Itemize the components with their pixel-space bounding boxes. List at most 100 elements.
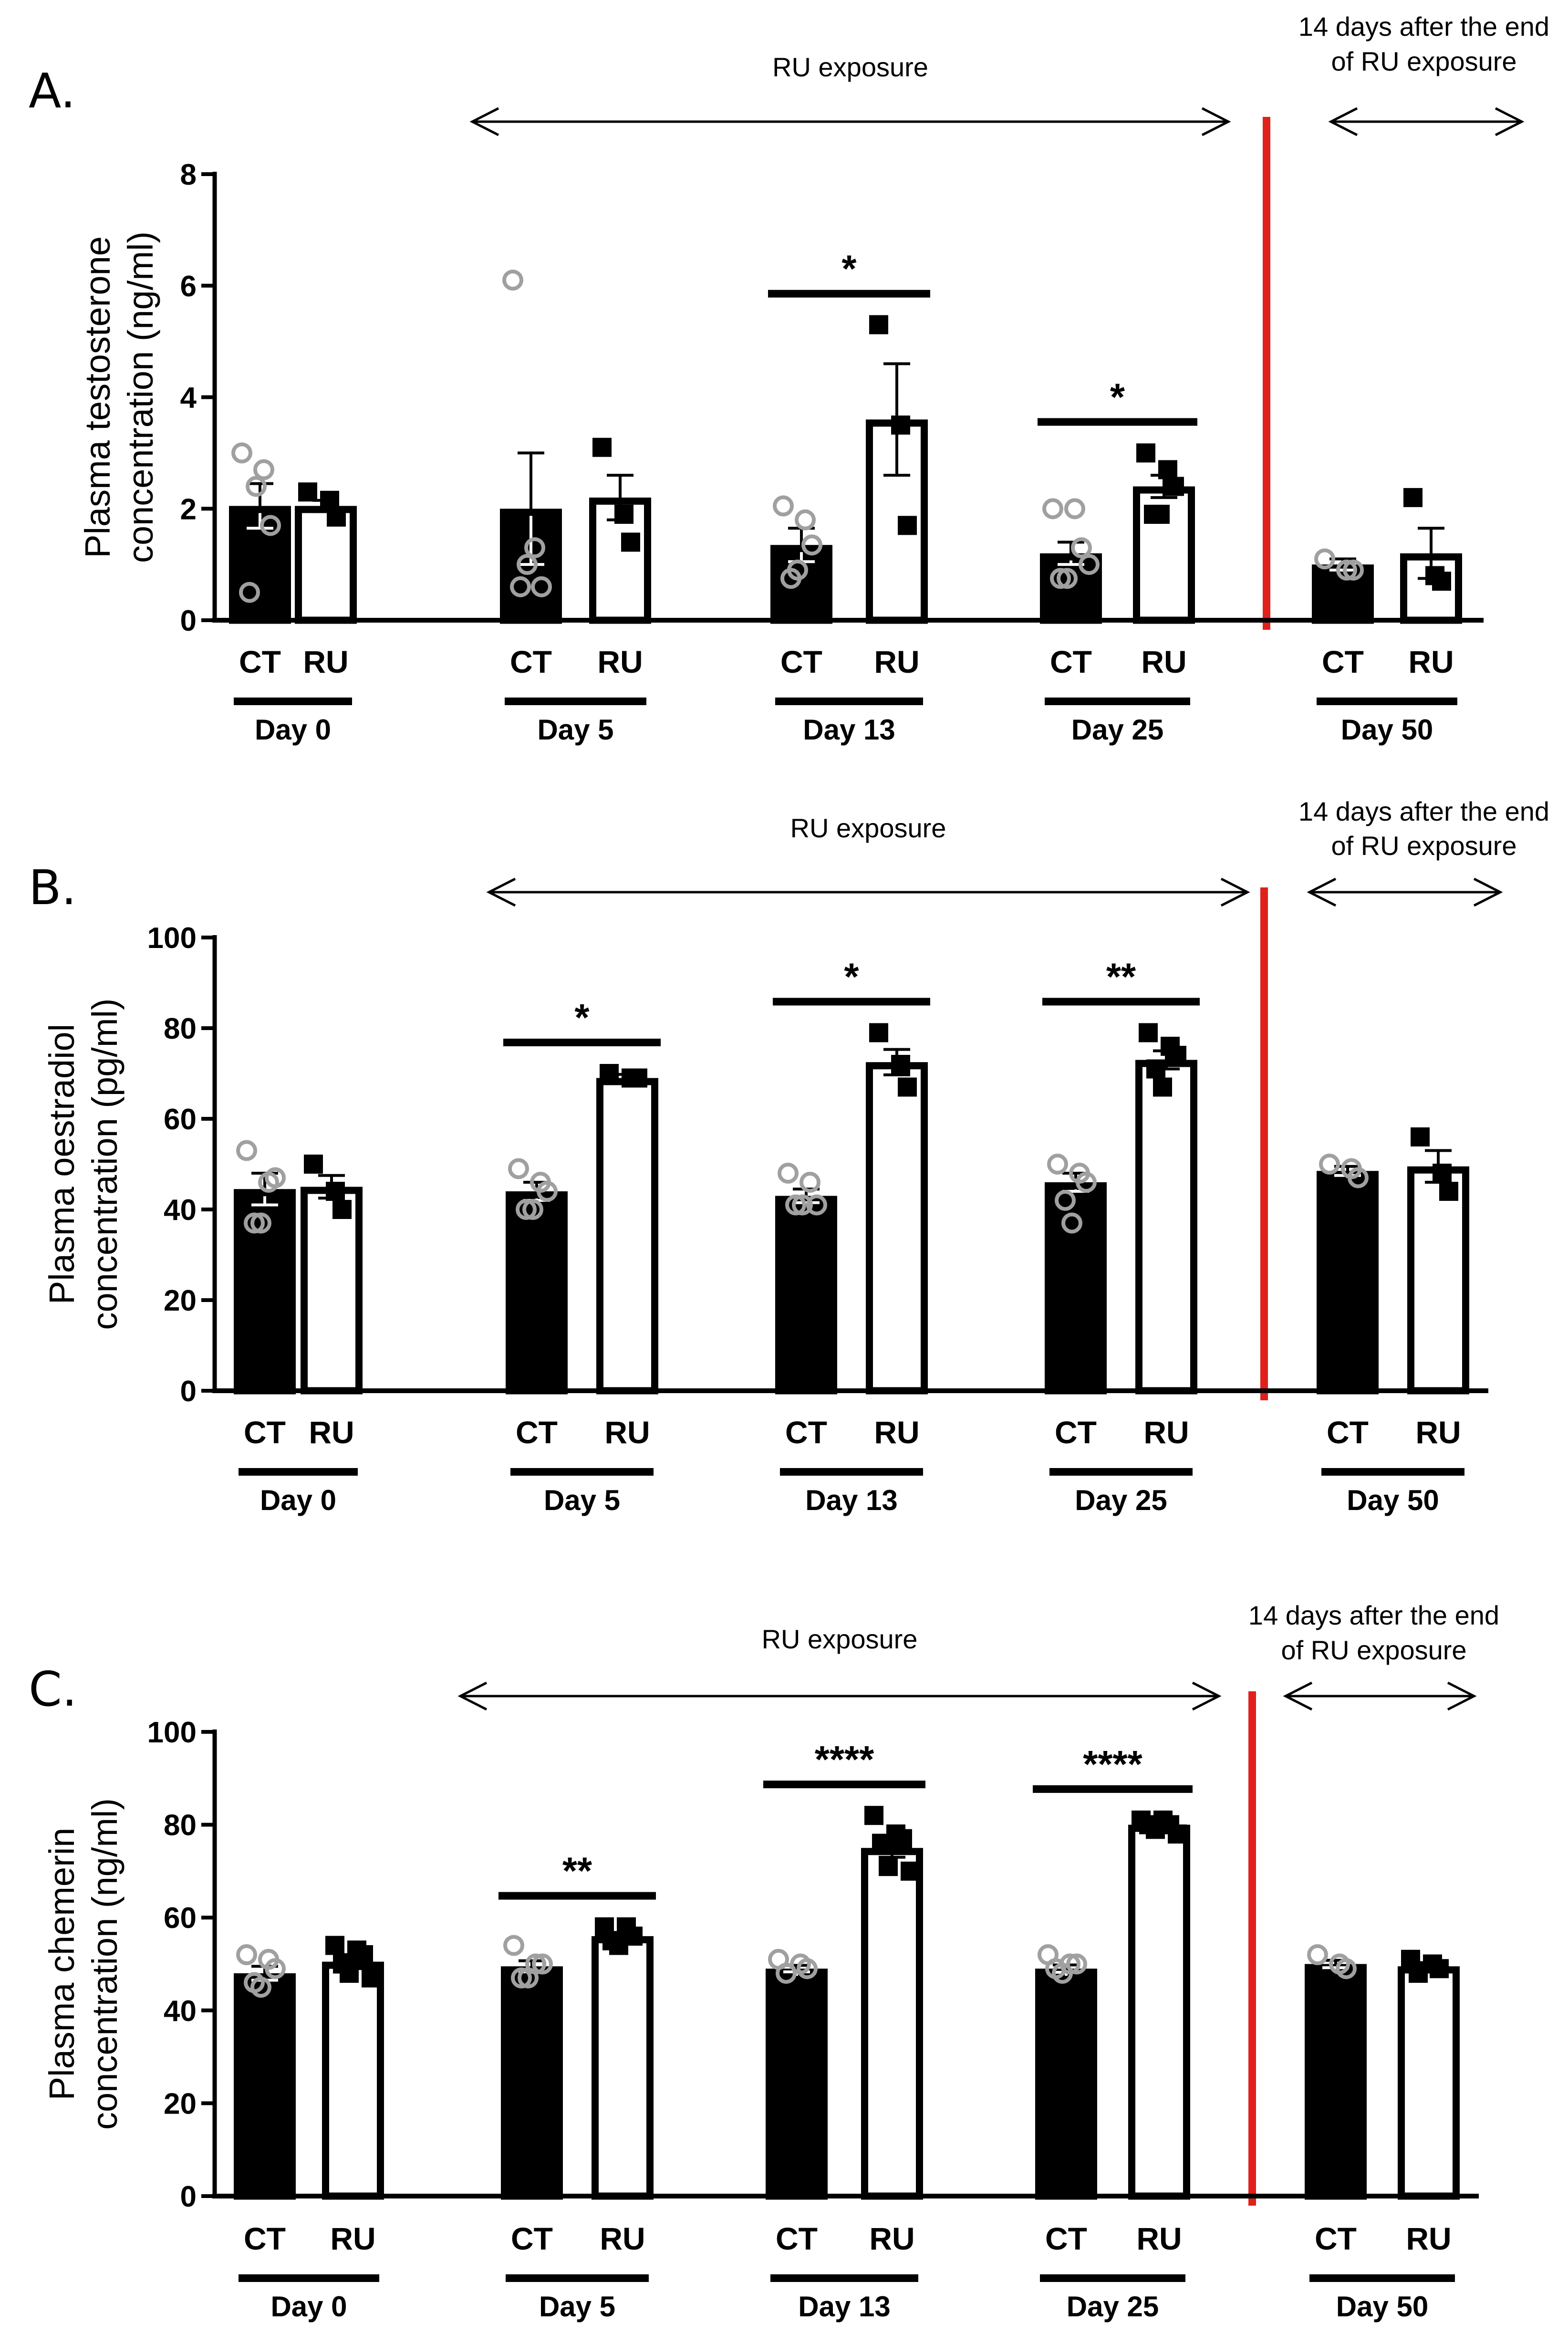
day-label: Day 50 bbox=[1347, 1484, 1439, 1516]
data-point-ct bbox=[532, 1953, 553, 1975]
data-point-ru bbox=[898, 516, 917, 535]
data-point-ru bbox=[1403, 488, 1423, 507]
day-label: Day 25 bbox=[1075, 1484, 1167, 1516]
bar-group: CT RU Day 13 * bbox=[773, 956, 930, 1516]
y-axis-label: Plasma oestradiol bbox=[42, 1024, 82, 1304]
panel-label: A. bbox=[29, 63, 75, 119]
data-point-ct bbox=[522, 1199, 543, 1220]
y-tick-label: 40 bbox=[164, 1194, 197, 1227]
data-point-ct bbox=[260, 515, 281, 536]
data-point-ru bbox=[332, 1200, 352, 1219]
data-point-ct bbox=[1064, 498, 1085, 520]
y-axis-label: concentration (ng/ml) bbox=[85, 1798, 125, 2130]
group-label-ct: CT bbox=[244, 1415, 286, 1450]
data-point-ct bbox=[239, 582, 260, 603]
bar-group: CT RU Day 0 bbox=[234, 1140, 363, 1516]
data-point-ru bbox=[1439, 1182, 1458, 1201]
data-point-ru bbox=[1158, 460, 1177, 479]
y-tick-label: 4 bbox=[180, 382, 197, 415]
exposure-arrow-head-right bbox=[1192, 1681, 1222, 1711]
group-label-ru: RU bbox=[1143, 1415, 1189, 1450]
bar-group: CT RU Day 0 bbox=[229, 442, 357, 746]
significance-stars: **** bbox=[1083, 1743, 1142, 1785]
group-label-ru: RU bbox=[874, 644, 919, 679]
bar-group: CT RU Day 5 bbox=[500, 270, 651, 746]
data-point-ct bbox=[1066, 1953, 1087, 1975]
data-point-ru bbox=[325, 1936, 344, 1955]
group-label-ru: RU bbox=[604, 1415, 650, 1450]
data-point-ru bbox=[1136, 443, 1155, 463]
bar-group: CT RU Day 25 ** bbox=[1042, 956, 1200, 1516]
data-point-ru bbox=[901, 1861, 920, 1881]
data-point-ct bbox=[773, 495, 794, 517]
after-exposure-label: of RU exposure bbox=[1331, 831, 1516, 861]
data-point-ru bbox=[1409, 1963, 1428, 1983]
day-label: Day 25 bbox=[1067, 2291, 1159, 2323]
group-label-ru: RU bbox=[874, 1415, 919, 1450]
data-point-ct bbox=[244, 1212, 265, 1234]
day-label: Day 0 bbox=[260, 1484, 336, 1516]
exposure-arrow-head-right bbox=[1201, 107, 1231, 136]
panel-label: B. bbox=[29, 860, 76, 916]
data-point-ru bbox=[864, 1806, 883, 1825]
day-label: Day 0 bbox=[270, 2291, 347, 2323]
panel-c: C. RU exposure 14 days after the end of RU … bbox=[29, 1600, 1499, 2323]
significance-stars: * bbox=[1110, 375, 1125, 418]
day-label: Day 50 bbox=[1336, 2291, 1428, 2323]
after-exposure-arrow-head-right bbox=[1447, 1681, 1477, 1711]
data-point-ct bbox=[1071, 537, 1092, 559]
bar-group: CT RU Day 25 * bbox=[1038, 375, 1197, 746]
exposure-arrow-head-left bbox=[469, 107, 499, 136]
data-point-ru bbox=[1433, 1164, 1452, 1183]
data-point-ru bbox=[1151, 504, 1170, 524]
group-label-ru: RU bbox=[330, 2221, 375, 2256]
y-tick-label: 60 bbox=[164, 1902, 197, 1935]
day-label: Day 5 bbox=[544, 1484, 620, 1516]
data-point-ru bbox=[320, 490, 339, 510]
after-exposure-arrow-head-left bbox=[1283, 1681, 1313, 1711]
group-label-ru: RU bbox=[1408, 644, 1454, 679]
data-point-ct bbox=[265, 1958, 286, 1979]
y-tick-label: 100 bbox=[147, 1716, 197, 1749]
data-point-ct bbox=[1319, 1154, 1340, 1175]
bar-ct bbox=[775, 1196, 837, 1395]
group-label-ct: CT bbox=[776, 2221, 818, 2256]
exposure-arrow-head-left bbox=[486, 877, 516, 907]
group-label-ru: RU bbox=[303, 644, 348, 679]
data-point-ru bbox=[327, 507, 346, 527]
data-point-ct bbox=[531, 576, 552, 597]
y-tick-label: 80 bbox=[164, 1012, 197, 1045]
y-tick-label: 20 bbox=[164, 2087, 197, 2120]
significance-stars: ** bbox=[562, 1850, 592, 1892]
data-point-ct bbox=[1343, 559, 1364, 581]
exposure-label: RU exposure bbox=[790, 813, 946, 843]
data-point-ct bbox=[806, 1194, 827, 1216]
y-tick-label: 20 bbox=[164, 1284, 197, 1317]
group-label-ru: RU bbox=[309, 1415, 354, 1450]
after-exposure-arrow-head-right bbox=[1495, 107, 1525, 136]
data-point-ct bbox=[792, 1194, 813, 1216]
exposure-arrow-head-right bbox=[1220, 877, 1250, 907]
y-axis-label: Plasma chemerin bbox=[42, 1828, 82, 2101]
data-point-ru bbox=[869, 315, 888, 334]
bar-group: CT RU Day 5 ** bbox=[498, 1850, 656, 2323]
bar-group: CT RU Day 13 **** bbox=[763, 1738, 925, 2323]
y-tick-label: 8 bbox=[180, 158, 197, 191]
after-exposure-label: 14 days after the end bbox=[1298, 796, 1549, 826]
after-exposure-label: 14 days after the end bbox=[1298, 11, 1549, 42]
after-exposure-label: 14 days after the end bbox=[1248, 1600, 1499, 1630]
group-label-ru: RU bbox=[1136, 2221, 1182, 2256]
data-point-ct bbox=[776, 1962, 797, 1984]
data-point-ct bbox=[510, 576, 531, 597]
data-point-ct bbox=[236, 1140, 257, 1161]
data-point-ru bbox=[298, 482, 317, 502]
bar-ct bbox=[506, 1191, 568, 1395]
data-point-ru bbox=[891, 1055, 910, 1074]
y-tick-label: 0 bbox=[180, 1375, 197, 1408]
bar-ru bbox=[1128, 1824, 1190, 2200]
data-point-ct bbox=[502, 270, 523, 291]
day-label: Day 50 bbox=[1341, 714, 1433, 746]
group-label-ru: RU bbox=[869, 2221, 914, 2256]
group-label-ct: CT bbox=[1327, 1415, 1369, 1450]
data-point-ru bbox=[1430, 1959, 1449, 1979]
